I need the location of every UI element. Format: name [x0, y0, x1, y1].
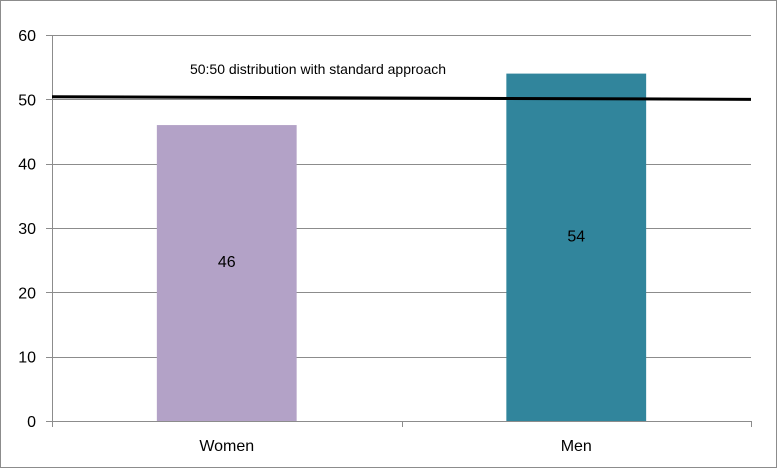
- reference-line-group: 50:50 distribution with standard approac…: [51, 61, 752, 101]
- y-tick-label: 30: [18, 221, 36, 238]
- axes: 0 10 20 30 40 50 60 Women Men: [18, 28, 752, 455]
- x-tick-label: Women: [199, 438, 254, 455]
- bar: [156, 125, 297, 422]
- reference-line: [51, 95, 752, 101]
- y-tick-label: 40: [18, 157, 36, 174]
- y-tick-label: 20: [18, 285, 36, 302]
- y-tick-label: 0: [27, 414, 36, 431]
- reference-line-label: 50:50 distribution with standard approac…: [190, 61, 446, 77]
- y-tick-label: 60: [18, 28, 36, 45]
- x-tick-label: Men: [561, 438, 592, 455]
- bars: 46 54: [156, 73, 647, 422]
- data-label: 46: [218, 254, 236, 271]
- bar: [506, 73, 647, 421]
- y-tick-label: 10: [18, 350, 36, 367]
- data-label: 54: [567, 228, 585, 245]
- y-tick-label: 50: [18, 92, 36, 109]
